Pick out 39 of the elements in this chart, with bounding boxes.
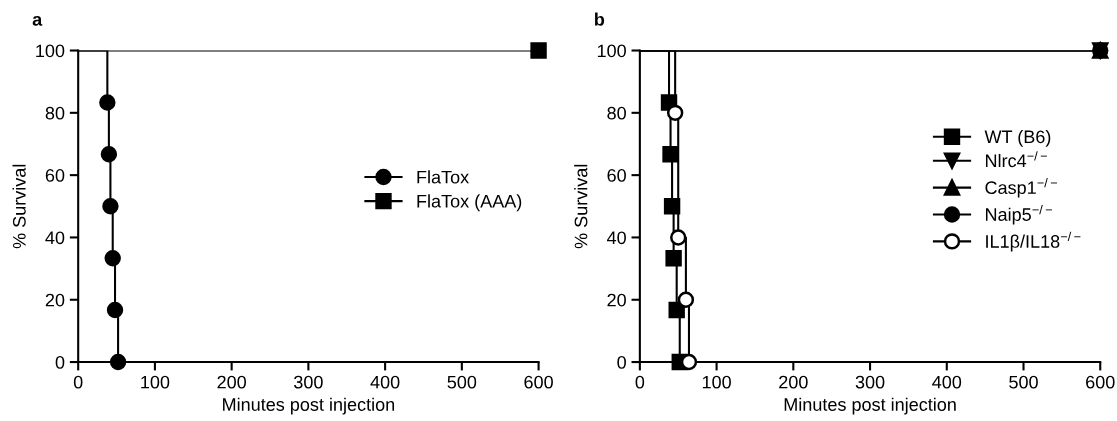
y-tick-label: 60	[607, 169, 626, 182]
y-tick-label: 100	[597, 44, 626, 58]
y-tick-label: 100	[36, 44, 65, 58]
y-tick-label: 80	[607, 106, 626, 120]
x-tick-label: 0	[73, 375, 83, 389]
y-tick-label: 20	[607, 293, 626, 307]
x-tick-label: 0	[635, 375, 645, 389]
x-tick-label: 400	[370, 375, 400, 389]
x-tick-label: 500	[1009, 375, 1038, 389]
y-tick-label: 40	[45, 231, 65, 245]
x-tick-label: 200	[779, 375, 808, 389]
chart-title: b	[595, 12, 605, 26]
x-tick-label: 600	[1086, 375, 1115, 389]
y-tick-label: 0	[617, 355, 626, 369]
chart-title: a	[32, 15, 43, 26]
legend-label: FlaTox	[417, 170, 469, 184]
legend-label: IL1β/IL18$^{−/−}$	[986, 231, 1081, 252]
legend-label: FlaTox (AAA)	[417, 194, 522, 212]
x-tick-label: 200	[217, 375, 247, 389]
y-tick-label: 20	[45, 293, 65, 307]
legend-label: Nlrc4$^{−/−}$	[985, 151, 1047, 168]
x-tick-label: 300	[294, 375, 323, 389]
x-tick-label: 400	[932, 375, 962, 389]
y-tick-label: 80	[45, 106, 65, 120]
legend-label: WT (B6)	[984, 129, 1051, 147]
y-tick-label: 40	[607, 231, 626, 245]
legend-label: Casp1$^{−/−}$	[985, 178, 1057, 198]
y-tick-label: 0	[55, 355, 65, 369]
x-axis-title: Minutes post injection	[784, 397, 956, 415]
x-tick-label: 500	[447, 375, 477, 389]
x-tick-label: 100	[702, 375, 731, 389]
x-tick-label: 100	[141, 375, 170, 389]
legend-label: Naip5$^{−/−}$	[985, 204, 1052, 225]
y-axis-title: % Survival	[574, 164, 588, 249]
y-axis-title: % Survival	[12, 164, 26, 249]
x-tick-label: 300	[855, 375, 885, 389]
x-tick-label: 600	[524, 375, 553, 389]
y-tick-label: 60	[45, 169, 65, 182]
x-axis-title: Minutes post injection	[223, 397, 395, 415]
